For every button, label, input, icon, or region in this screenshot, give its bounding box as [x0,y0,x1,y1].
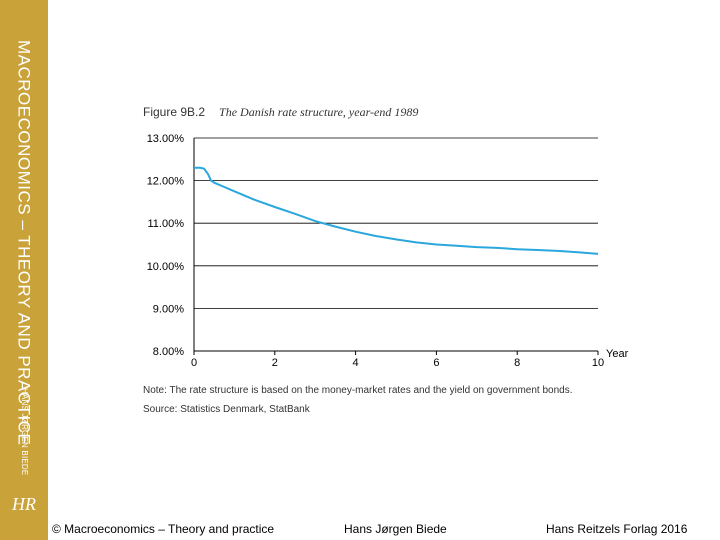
sidebar-title: MACROECONOMICS – THEORY AND PRACTICE [14,40,34,446]
y-tick-label: 11.00% [148,218,185,230]
figure-title: Figure 9B.2 The Danish rate structure, ye… [143,105,418,120]
x-axis-label: Year [606,348,629,360]
y-tick-label: 8.00% [153,346,184,358]
x-tick-label: 6 [433,357,439,369]
y-tick-label: 9.00% [153,303,184,315]
sidebar: MACROECONOMICS – THEORY AND PRACTICE HAN… [0,0,48,540]
y-tick-label: 13.00% [147,133,185,145]
x-axis-ticks: 0 2 4 6 8 10 [191,351,604,369]
x-tick-label: 10 [592,357,604,369]
footer-copyright: © Macroeconomics – Theory and practice [52,522,275,536]
sidebar-author: HANS JØRGEN BIEDE [20,388,29,476]
x-tick-label: 2 [272,357,278,369]
publisher-logo: HR [12,494,36,514]
figure-source: Source: Statistics Denmark, StatBank [143,404,310,415]
x-tick-label: 4 [353,357,359,369]
footer-publisher: Hans Reitzels Forlag 2016 [546,522,688,536]
figure-number: Figure 9B.2 [143,105,206,119]
chart-gridlines [194,137,598,309]
x-tick-label: 8 [514,357,520,369]
figure-note: Note: The rate structure is based on the… [143,385,573,396]
series-line [194,166,599,255]
figure-caption: The Danish rate structure, year-end 1989 [219,105,419,119]
x-tick-label: 0 [191,357,197,369]
footer-author: Hans Jørgen Biede [344,522,447,536]
y-tick-label: 10.00% [147,261,185,273]
y-axis-ticks: 8.00% 9.00% 10.00% 11.00% 12.00% 13.00% [147,133,185,358]
y-tick-label: 12.00% [147,176,185,188]
